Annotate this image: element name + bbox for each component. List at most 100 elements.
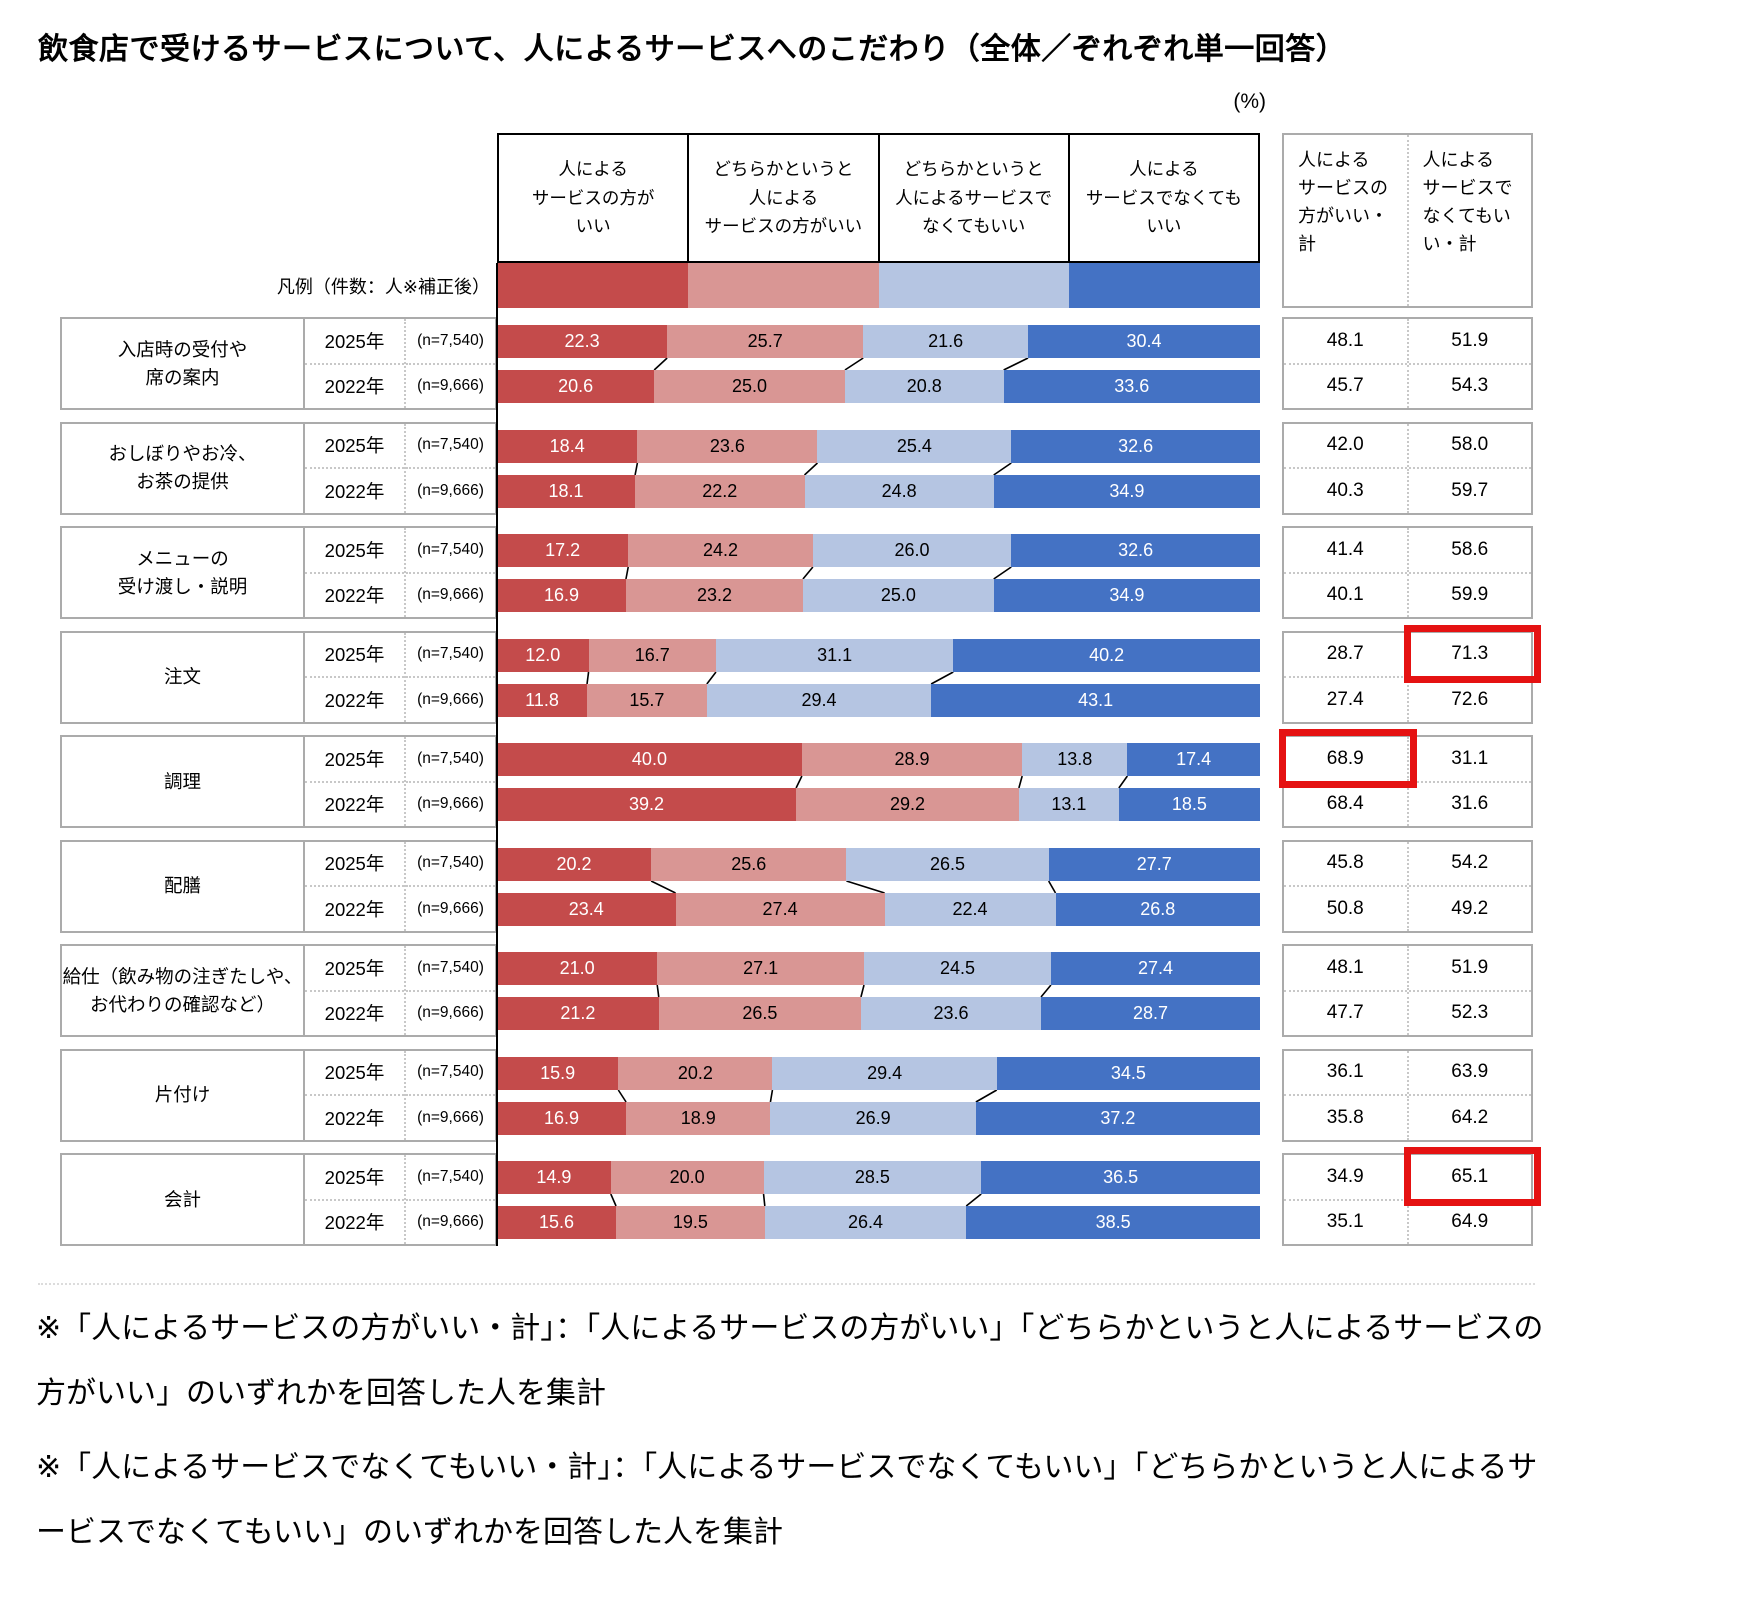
category-row-header: 調理 2025年 2022年 (n=7,540) (n=9,666) xyxy=(60,735,497,828)
bar-value-label: 21.6 xyxy=(928,331,964,351)
category-row-header: 注文 2025年 2022年 (n=7,540) (n=9,666) xyxy=(60,630,497,724)
bar-segment: 34.5 xyxy=(996,1056,1260,1090)
bar-value-label: 24.5 xyxy=(939,958,975,978)
summary-value: 28.7 xyxy=(1326,643,1364,665)
summary-row: 35.1 64.9 xyxy=(1284,1198,1531,1244)
bar-value-label: 16.9 xyxy=(544,1107,580,1128)
bar-segment: 25.0 xyxy=(802,579,994,612)
header-option-3: どちらかというと 人によるサービスで なくてもいい xyxy=(877,135,1068,261)
bar-value-label: 18.9 xyxy=(680,1107,716,1128)
bar-value-label: 23.4 xyxy=(568,898,604,919)
bar-row: 18.4 23.6 25.4 32.6 xyxy=(497,429,1260,463)
summary-row: 27.4 72.6 xyxy=(1284,676,1531,722)
summary-value: 40.1 xyxy=(1326,584,1364,606)
summary-value: 45.8 xyxy=(1326,852,1364,874)
summary-value: 51.9 xyxy=(1406,946,1532,990)
year-label: 2025年 xyxy=(324,853,385,875)
sample-size-column: (n=7,540) (n=9,666) xyxy=(404,946,495,1035)
bar-value-label: 29.4 xyxy=(801,689,837,710)
sample-size-label: (n=7,540) xyxy=(417,645,484,663)
bar-segment: 13.8 xyxy=(1022,743,1128,776)
bar-value-label: 14.9 xyxy=(536,1167,572,1187)
bar-segment: 38.5 xyxy=(966,1206,1260,1239)
summary-row: 48.1 51.9 xyxy=(1284,946,1531,990)
bar-segment: 23.6 xyxy=(637,429,818,463)
summary-value: 41.4 xyxy=(1326,538,1364,560)
category-row-header: 会計 2025年 2022年 (n=7,540) (n=9,666) xyxy=(60,1153,497,1246)
summary-row: 34.9 65.1 xyxy=(1284,1147,1541,1206)
sample-size-label: (n=7,540) xyxy=(417,854,484,872)
bar-segment: 23.2 xyxy=(625,579,803,612)
sample-size-label: (n=7,540) xyxy=(417,436,484,454)
sample-size-column: (n=7,540) (n=9,666) xyxy=(404,423,495,513)
bar-value-label: 15.7 xyxy=(629,689,665,710)
bar-segment: 23.4 xyxy=(497,892,676,926)
sample-size-label: (n=9,666) xyxy=(406,885,495,931)
summary-value: 71.3 xyxy=(1403,624,1541,683)
bar-segment: 27.7 xyxy=(1048,847,1260,881)
bar-value-label: 37.2 xyxy=(1100,1107,1136,1128)
category-block: 配膳 2025年 2022年 (n=7,540) (n=9,666) 20.2 25.6 26… xyxy=(60,839,1595,933)
bar-value-label: 34.5 xyxy=(1110,1062,1146,1083)
summary-row: 47.7 52.3 xyxy=(1284,989,1531,1035)
year-label: 2025年 xyxy=(324,539,385,561)
summary-table: 68.9 31.1 68.4 31.6 xyxy=(1279,729,1533,828)
category-block: 入店時の受付や 席の案内 2025年 2022年 (n=7,540) (n=9,666)… xyxy=(60,317,1595,410)
sample-size-column: (n=7,540) (n=9,666) xyxy=(404,528,495,617)
separator-dotted-line xyxy=(38,1283,1535,1285)
year-label: 2022年 xyxy=(305,780,404,827)
bar-segment: 26.8 xyxy=(1055,892,1260,926)
bar-segment: 22.2 xyxy=(635,474,805,508)
bar-row: 39.2 29.2 13.1 18.5 xyxy=(497,788,1260,821)
category-label: 給仕（飲み物の注ぎたしや、 お代わりの確認など） xyxy=(62,946,305,1035)
summary-value: 59.9 xyxy=(1406,573,1532,617)
summary-row: 68.4 31.6 xyxy=(1284,780,1531,826)
summary-row: 36.1 63.9 xyxy=(1284,1050,1531,1094)
sample-size-label: (n=7,540) xyxy=(417,331,484,349)
bar-segment: 23.6 xyxy=(860,997,1041,1030)
year-label: 2025年 xyxy=(324,748,385,770)
summary-table: 42.0 58.0 40.3 59.7 xyxy=(1282,421,1533,515)
bar-segment: 24.8 xyxy=(804,474,994,508)
bar-value-label: 13.8 xyxy=(1057,749,1093,769)
summary-value: 51.9 xyxy=(1406,319,1532,363)
bar-row: 16.9 23.2 25.0 34.9 xyxy=(497,579,1260,612)
footnote-no-human-needed-total: ※「人によるサービスでなくてもいい・計」：「人によるサービスでなくてもいい」「ど… xyxy=(36,1450,1538,1550)
bar-value-label: 25.0 xyxy=(880,585,916,605)
summary-table: 36.1 63.9 35.8 64.2 xyxy=(1282,1048,1533,1142)
category-block: 片付け 2025年 2022年 (n=7,540) (n=9,666) 15.9 20.2 2… xyxy=(60,1048,1595,1142)
stacked-bar-group: 17.2 24.2 26.0 32.6 16.9 23.2 25.0 34.9 xyxy=(497,526,1260,619)
bar-value-label: 29.4 xyxy=(867,1062,903,1083)
stacked-bar-group: 21.0 27.1 24.5 27.4 21.2 26.5 23.6 28.7 xyxy=(497,944,1260,1037)
summary-row: 45.8 54.2 xyxy=(1284,841,1531,885)
bar-value-label: 26.8 xyxy=(1140,898,1176,919)
bar-segment: 26.5 xyxy=(846,847,1049,881)
bar-value-label: 28.7 xyxy=(1132,1003,1169,1023)
year-label: 2022年 xyxy=(305,571,404,618)
bar-value-label: 20.8 xyxy=(906,376,942,396)
category-label: 調理 xyxy=(62,737,305,826)
bar-segment: 20.6 xyxy=(497,370,655,403)
bar-segment: 26.0 xyxy=(812,534,1012,567)
connector-lines xyxy=(656,984,1052,998)
bar-value-label: 18.1 xyxy=(548,480,584,501)
bar-segment: 20.8 xyxy=(844,370,1004,403)
year-label: 2025年 xyxy=(324,1062,385,1084)
year-column: 2025年 2022年 xyxy=(305,319,404,408)
bar-value-label: 21.0 xyxy=(559,958,595,978)
bar-value-label: 38.5 xyxy=(1095,1212,1131,1232)
summary-row: 41.4 58.6 xyxy=(1284,528,1531,572)
sample-size-column: (n=7,540) (n=9,666) xyxy=(404,319,495,408)
connector-lines xyxy=(634,461,1012,476)
bar-value-label: 21.2 xyxy=(560,1003,596,1023)
summary-table: 28.7 71.3 27.4 72.6 xyxy=(1282,624,1541,724)
year-label: 2022年 xyxy=(305,1198,404,1245)
bar-segment: 24.2 xyxy=(628,534,813,567)
bar-segment: 28.9 xyxy=(801,743,1023,776)
bar-segment: 21.6 xyxy=(863,325,1029,358)
bar-value-label: 17.4 xyxy=(1176,749,1212,769)
sample-size-label: (n=9,666) xyxy=(406,676,495,722)
bar-segment: 20.2 xyxy=(618,1056,773,1090)
bar-segment: 21.0 xyxy=(497,952,658,985)
bar-value-label: 40.2 xyxy=(1089,644,1125,665)
